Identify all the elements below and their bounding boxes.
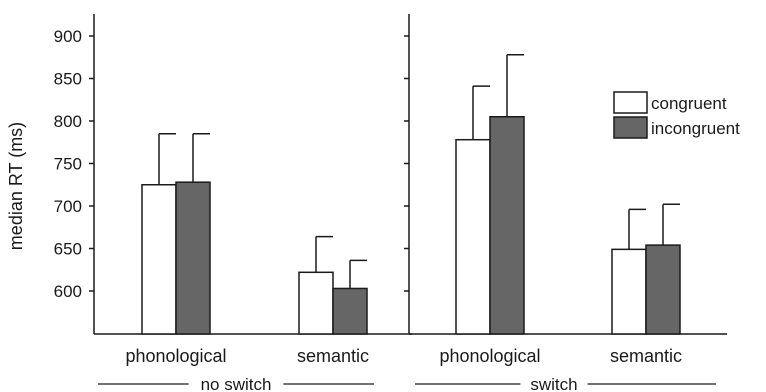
bar-congruent xyxy=(455,138,491,335)
legend-swatch-incongruent xyxy=(613,116,648,139)
y-tick-label: 850 xyxy=(54,70,82,89)
x-category-label: semantic xyxy=(610,346,682,366)
bar-congruent xyxy=(611,248,647,335)
bar-incongruent xyxy=(489,116,525,335)
y-tick-label: 600 xyxy=(54,282,82,301)
x-category-label: phonological xyxy=(125,346,226,366)
legend-label: incongruent xyxy=(651,119,740,138)
group-label: switch xyxy=(530,375,577,392)
y-tick-label: 650 xyxy=(54,240,82,259)
bar-congruent xyxy=(298,271,334,335)
legend-label: congruent xyxy=(651,94,727,113)
group-label: no switch xyxy=(201,375,272,392)
y-tick-label: 900 xyxy=(54,27,82,46)
bar-congruent xyxy=(141,184,177,335)
y-tick-label: 700 xyxy=(54,197,82,216)
bar-incongruent xyxy=(175,181,211,335)
y-tick-label: 750 xyxy=(54,155,82,174)
legend-swatch-congruent xyxy=(613,91,648,114)
y-axis-label: median RT (ms) xyxy=(6,122,26,250)
bar-incongruent xyxy=(332,287,368,335)
x-category-label: phonological xyxy=(439,346,540,366)
bar-incongruent xyxy=(645,244,681,335)
y-tick-label: 800 xyxy=(54,112,82,131)
x-category-label: semantic xyxy=(297,346,369,366)
